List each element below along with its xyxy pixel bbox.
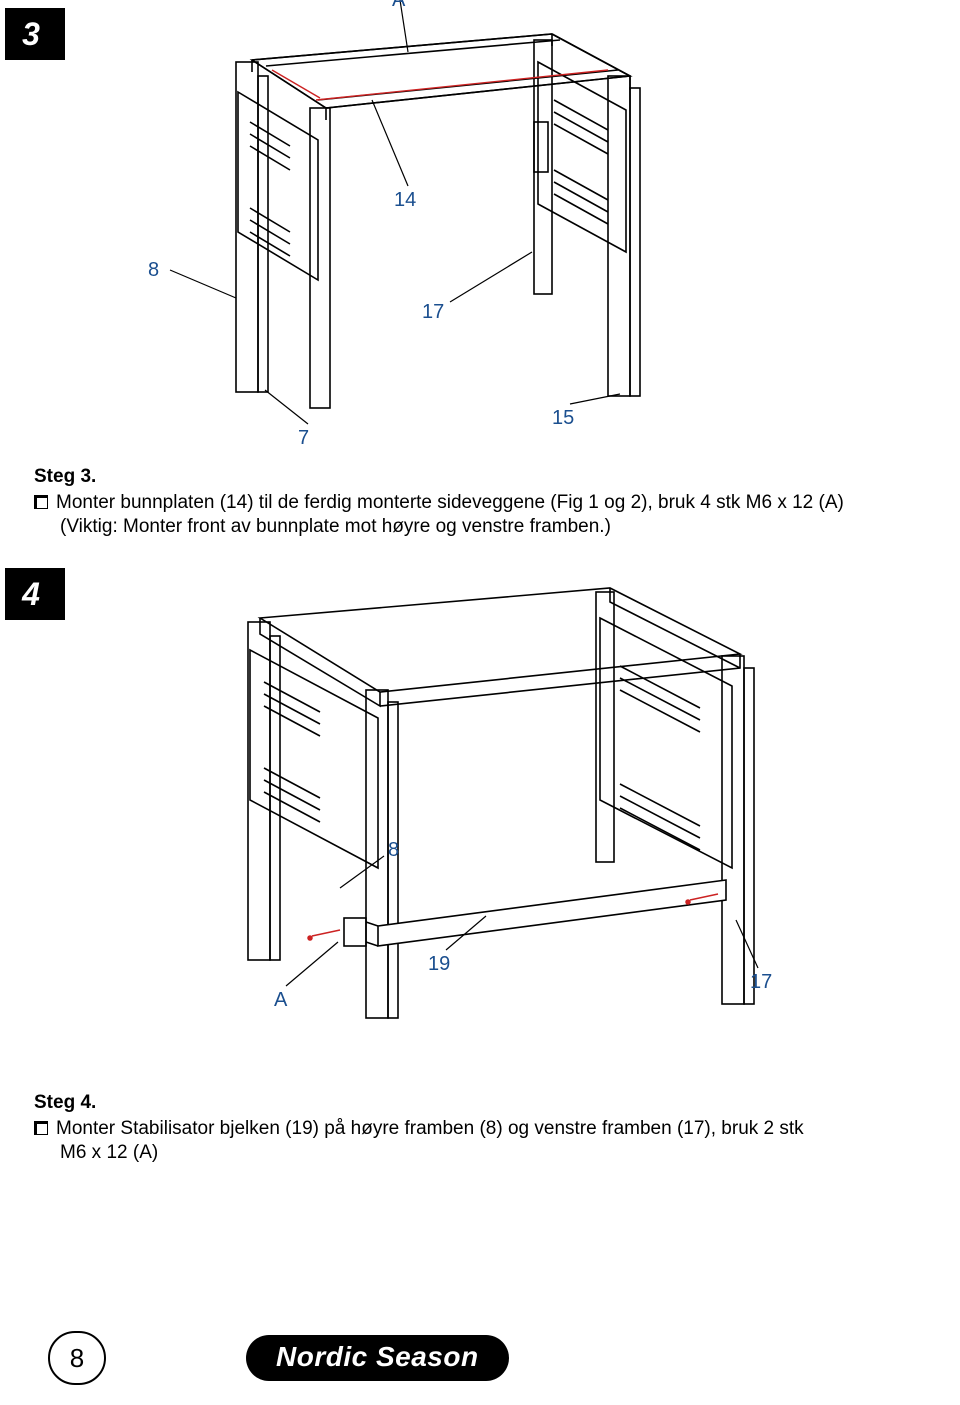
step-4-title: Steg 4. — [34, 1092, 96, 1113]
page: 3 — [0, 0, 960, 1405]
callout-19-s4: 19 — [428, 953, 450, 975]
step-4-indent: M6 x 12 (A) — [60, 1141, 914, 1165]
diagram-step-3: A 14 8 17 7 15 — [140, 0, 960, 455]
step-3-title: Steg 3. — [34, 466, 96, 487]
step-badge-4: 4 — [5, 568, 65, 620]
callout-17-s4: 17 — [750, 971, 772, 993]
callout-15: 15 — [552, 407, 574, 429]
section-step-4: 4 — [0, 568, 960, 1164]
brand-badge: Nordic Season — [246, 1335, 509, 1381]
step-4-text: Steg 4. Monter Stabilisator bjelken (19)… — [34, 1091, 914, 1164]
callout-7: 7 — [298, 427, 309, 449]
bullet-icon — [34, 1121, 48, 1135]
step-3-bullet: Monter bunnplaten (14) til de ferdig mon… — [56, 491, 844, 515]
callout-a-s4: A — [274, 989, 288, 1011]
callout-8-s4: 8 — [388, 839, 399, 861]
step-badge-3: 3 — [5, 8, 65, 60]
callout-8: 8 — [148, 259, 159, 281]
callout-14: 14 — [394, 189, 416, 211]
step-3-indent: (Viktig: Monter front av bunnplate mot h… — [60, 515, 914, 539]
page-number: 8 — [48, 1331, 106, 1385]
callout-a: A — [392, 0, 406, 11]
footer: 8 Nordic Season — [0, 1331, 960, 1385]
step-3-text: Steg 3. Monter bunnplaten (14) til de fe… — [34, 465, 914, 538]
callout-17: 17 — [422, 301, 444, 323]
diagram-step-4: 8 19 A 17 — [170, 568, 960, 1063]
bullet-icon — [34, 495, 48, 509]
section-step-3: 3 — [0, 0, 960, 538]
step-4-bullet: Monter Stabilisator bjelken (19) på høyr… — [56, 1117, 804, 1141]
